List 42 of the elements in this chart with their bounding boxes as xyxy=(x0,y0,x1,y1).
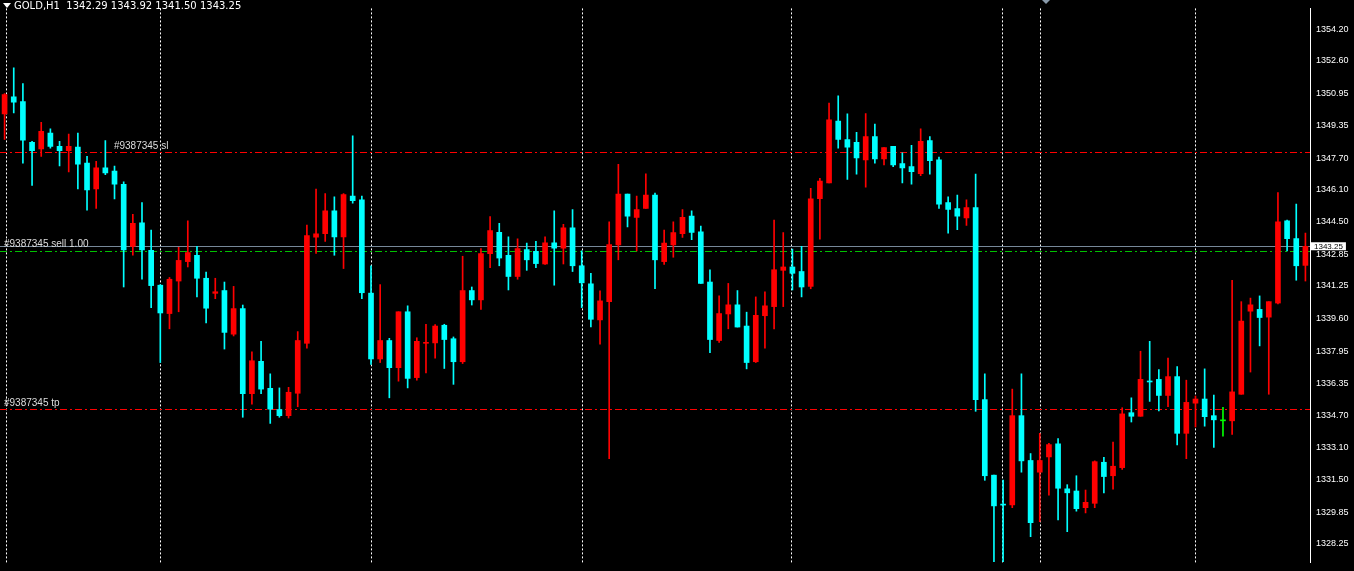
candlestick xyxy=(1210,394,1217,448)
y-tick-label: 1352.60 xyxy=(1316,55,1349,66)
candlestick xyxy=(762,291,768,349)
y-tick-label: 1337.95 xyxy=(1316,345,1349,356)
candlestick xyxy=(945,196,951,234)
y-tick-label: 1329.85 xyxy=(1316,506,1349,517)
y-tick-label: 1347.70 xyxy=(1316,152,1349,163)
candlestick xyxy=(10,67,17,114)
y-tick-label: 1336.35 xyxy=(1316,377,1349,388)
candlestick xyxy=(1265,301,1272,395)
y-tick-label: 1346.10 xyxy=(1316,184,1349,195)
candlestick xyxy=(1110,441,1116,490)
y-tick-label: 1334.70 xyxy=(1316,410,1349,421)
candlestick xyxy=(1046,442,1052,496)
y-tick-label: 1344.50 xyxy=(1316,216,1349,227)
y-tick-label: 1339.60 xyxy=(1316,313,1349,324)
candlestick xyxy=(1220,407,1226,437)
candlestick xyxy=(184,220,191,268)
candlestick xyxy=(1036,432,1043,523)
candlestick xyxy=(725,283,732,330)
candlestick xyxy=(349,135,356,204)
candlestick xyxy=(377,284,384,363)
candlestick xyxy=(1064,484,1071,532)
y-tick-label: 1328.25 xyxy=(1316,538,1349,549)
y-tick-label: 1349.35 xyxy=(1316,119,1349,130)
candlestick xyxy=(551,210,558,286)
y-tick-label: 1342.85 xyxy=(1316,248,1349,259)
y-tick-label: 1331.50 xyxy=(1316,473,1349,484)
candlestick xyxy=(633,195,640,252)
ref-line-label: #9387345 sl xyxy=(113,139,169,151)
y-tick-label: 1350.95 xyxy=(1316,88,1349,99)
candlestick xyxy=(780,232,787,307)
candlestick xyxy=(313,188,319,254)
candlestick xyxy=(212,277,219,300)
candlestick xyxy=(423,323,429,374)
ref-line-label: #9387345 tp xyxy=(4,396,61,408)
ref-line-label: 1343.25 xyxy=(1314,241,1344,251)
y-tick-label: 1354.20 xyxy=(1316,23,1349,34)
candlestick xyxy=(29,140,35,186)
y-tick-label: 1333.10 xyxy=(1316,442,1349,453)
y-tick-label: 1341.25 xyxy=(1316,280,1349,291)
chart-title: GOLD,H1 1342.29 1343.92 1341.50 1343.25 xyxy=(14,0,242,12)
